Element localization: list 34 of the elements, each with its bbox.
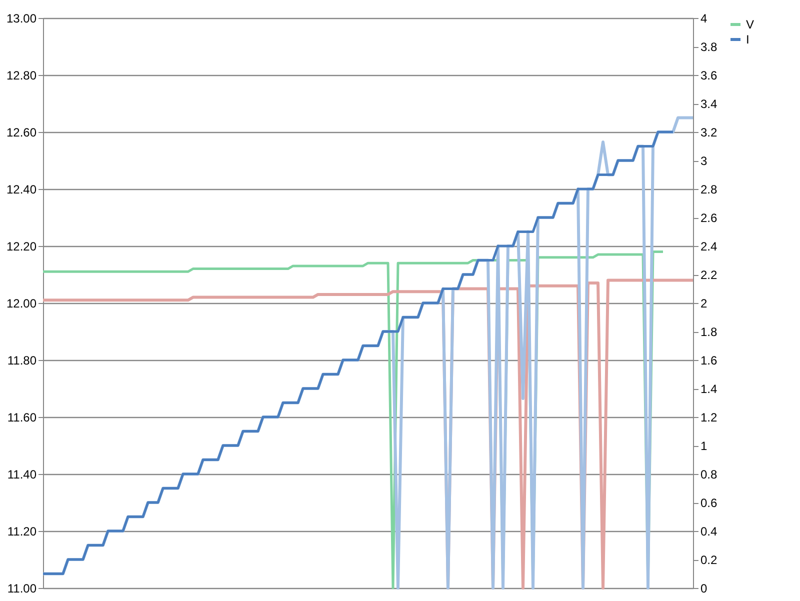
y2-tick-label: 1.8 — [700, 325, 718, 339]
y-tick-label: 12.20 — [6, 240, 37, 254]
y2-tick-label: 3 — [700, 154, 708, 168]
y-tick-label: 12.00 — [6, 296, 37, 310]
legend-label: I — [746, 32, 750, 46]
y-tick-label: 12.60 — [6, 126, 37, 140]
y-tick-label: 12.80 — [6, 68, 37, 82]
y2-tick-label: 0.2 — [700, 553, 718, 567]
y-tick-label: 11.20 — [7, 524, 37, 538]
y2-tick-label: 1.2 — [700, 410, 718, 424]
y2-tick-label: 0.6 — [700, 496, 718, 510]
y2-tick-label: 1 — [700, 439, 708, 453]
y2-tick-label: 2.8 — [700, 182, 718, 196]
y2-tick-label: 4 — [700, 12, 708, 26]
y2-tick-label: 2 — [700, 296, 708, 310]
y-tick-label: 11.60 — [7, 410, 37, 424]
y-tick-label: 11.00 — [7, 582, 37, 596]
y2-tick-label: 0 — [700, 582, 708, 596]
y-tick-label: 12.40 — [6, 182, 37, 196]
y-tick-label: 11.40 — [7, 468, 37, 482]
y2-tick-label: 1.4 — [700, 382, 718, 396]
y2-tick-label: 0.4 — [700, 524, 718, 538]
y2-tick-label: 2.2 — [700, 268, 718, 282]
y2-tick-label: 3.6 — [700, 68, 718, 82]
y2-tick-label: 3.8 — [700, 40, 718, 54]
y2-tick-label: 2.4 — [700, 240, 718, 254]
y2-tick-label: 2.6 — [700, 211, 718, 225]
y2-tick-label: 3.4 — [700, 97, 718, 111]
y-tick-label: 11.80 — [7, 354, 37, 368]
y2-tick-label: 0.8 — [700, 468, 718, 482]
legend-label: V — [746, 18, 754, 32]
y2-tick-label: 1.6 — [700, 354, 718, 368]
y-tick-label: 13.00 — [6, 12, 37, 26]
y2-tick-label: 3.2 — [700, 126, 718, 140]
